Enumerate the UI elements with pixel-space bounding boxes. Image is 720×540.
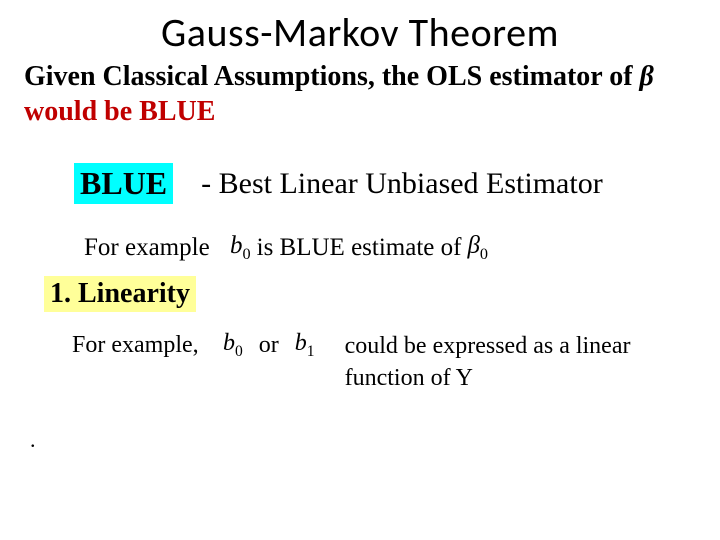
given-part2: would be BLUE: [24, 96, 215, 127]
blue-definition: - Best Linear Unbiased Estimator: [201, 167, 603, 201]
blue-definition-row: BLUE - Best Linear Unbiased Estimator: [74, 163, 696, 204]
example2-tail: could be expressed as a linear function …: [345, 330, 685, 395]
b1-symbol: b1: [295, 330, 315, 361]
beta0-symbol: β0: [467, 232, 488, 264]
section-linearity: 1. Linearity: [24, 276, 696, 330]
given-text: Given Classical Assumptions, the OLS est…: [24, 59, 696, 129]
b0-symbol-2: b0: [223, 330, 243, 361]
slide-title: Gauss-Markov Theorem: [24, 8, 696, 57]
example2-label: For example,: [72, 330, 217, 359]
example2-row: For example, b0 or b1 could be expressed…: [72, 330, 696, 395]
example1-row: For example b0 is BLUE estimate of β0: [84, 232, 696, 264]
linearity-heading: 1. Linearity: [44, 276, 196, 312]
given-part1: Given Classical Assumptions, the OLS est…: [24, 61, 640, 92]
example1-label: For example: [84, 234, 224, 262]
example1-mid: is BLUE estimate of: [257, 234, 462, 262]
slide: Gauss-Markov Theorem Given Classical Ass…: [0, 0, 720, 540]
b0-symbol: b0: [230, 232, 251, 264]
or-text: or: [259, 330, 279, 359]
beta-symbol: β: [640, 61, 654, 92]
bullet-dot: .: [30, 427, 696, 453]
blue-label: BLUE: [74, 163, 173, 204]
